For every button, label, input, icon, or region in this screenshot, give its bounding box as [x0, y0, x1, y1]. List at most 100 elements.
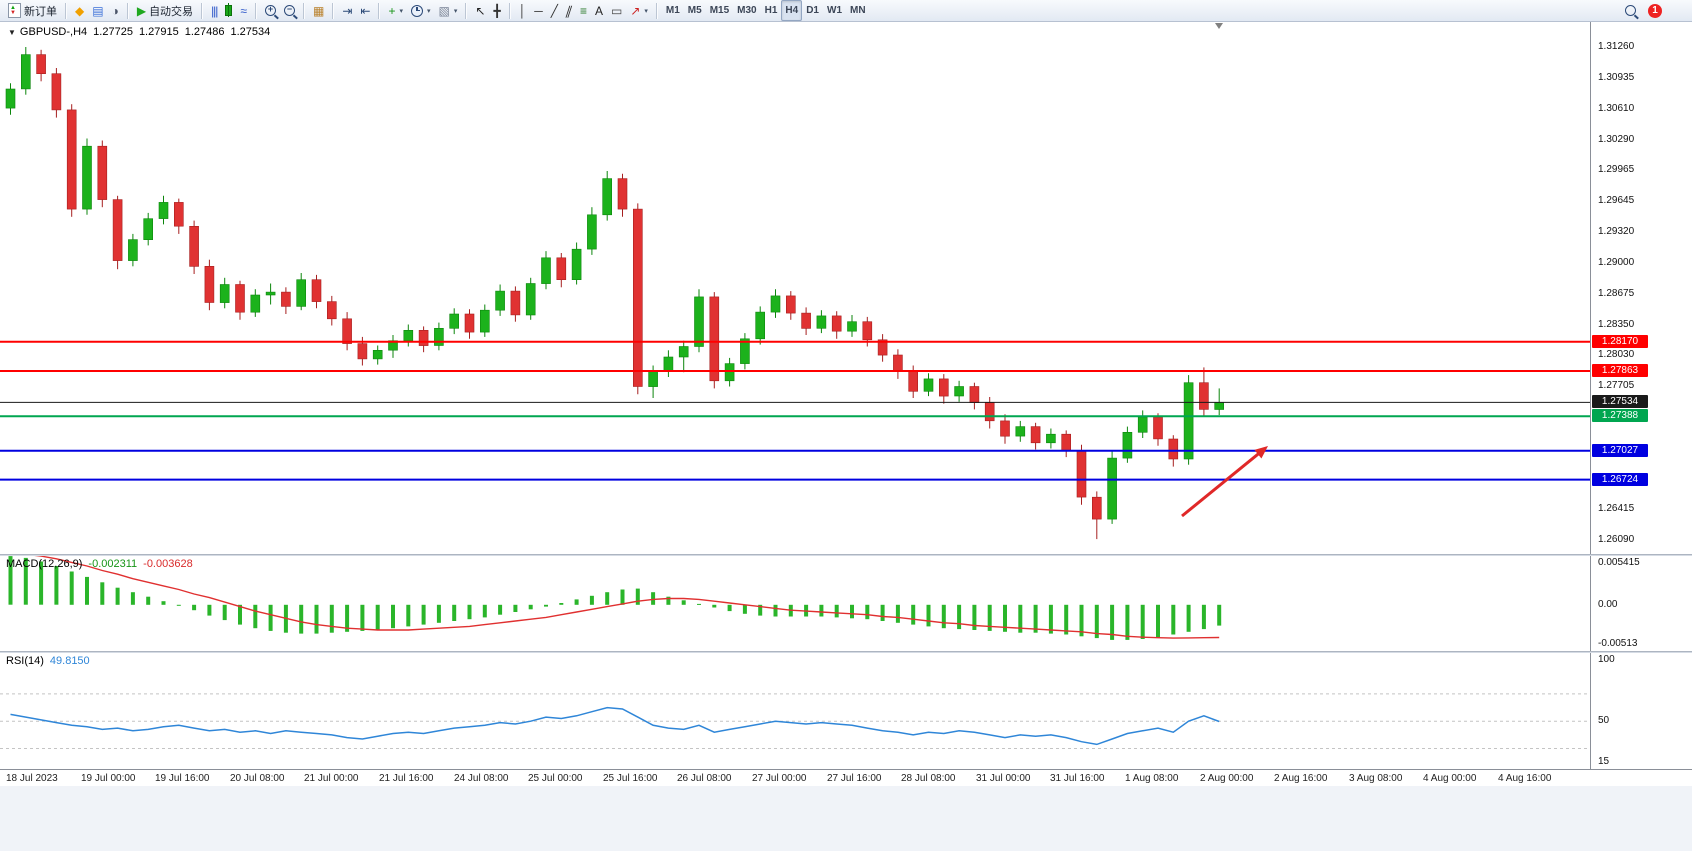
- timeframe-mn-button[interactable]: MN: [846, 1, 870, 20]
- candle: [1015, 426, 1026, 437]
- market-watch-button[interactable]: ▤: [88, 1, 107, 20]
- main-chart-pane[interactable]: ▼ GBPUSD-,H4 1.27725 1.27915 1.27486 1.27534: [0, 22, 1590, 554]
- candle: [1076, 450, 1087, 498]
- tile-windows-button[interactable]: ▦: [309, 1, 328, 20]
- price-tick: 1.28030: [1598, 349, 1635, 360]
- candle: [82, 145, 92, 210]
- label-button[interactable]: ▭: [607, 1, 626, 20]
- candle: [831, 315, 842, 332]
- ohlc-close: 1.27534: [230, 26, 271, 38]
- timeframe-m5-button[interactable]: M5: [684, 1, 706, 20]
- macd-axis-tick: -0.00513: [1598, 638, 1638, 649]
- timeframe-m1-button[interactable]: M1: [662, 1, 684, 20]
- candle: [877, 339, 888, 356]
- candle: [541, 257, 551, 284]
- new-order-button[interactable]: ▲ ▼ 新订单: [4, 1, 61, 20]
- bar-chart-button[interactable]: |||: [207, 1, 221, 20]
- charts-icon: ◆: [75, 3, 85, 18]
- zoom-in-button[interactable]: +: [261, 1, 280, 20]
- window-menu-icon[interactable]: ▼: [8, 28, 16, 37]
- candle: [97, 145, 108, 200]
- price-line-label: 1.26724: [1592, 473, 1648, 486]
- candle: [281, 291, 291, 307]
- timeframe-m1-label: M1: [665, 5, 680, 16]
- notifications-badge[interactable]: 1: [1648, 3, 1662, 18]
- price-tick: 1.26090: [1598, 534, 1635, 545]
- candle-chart-icon: [225, 3, 233, 17]
- candle: [66, 109, 77, 210]
- auto-trading-button[interactable]: ▶ 自动交易: [133, 1, 197, 20]
- charts-button[interactable]: ◆: [71, 1, 88, 20]
- time-axis[interactable]: 18 Jul 2023 19 Jul 00:00 19 Jul 16:00 20 Ju…: [0, 769, 1692, 786]
- rsi-pane[interactable]: RSI(14) 49.8150: [0, 653, 1590, 769]
- periods-button[interactable]: ▾: [407, 1, 435, 20]
- price-axis[interactable]: 1.31260 1.30935 1.30610 1.30290 1.29965 1.296…: [1590, 22, 1692, 554]
- zoom-out-button[interactable]: −: [280, 1, 299, 20]
- price-tick: 1.30935: [1598, 72, 1635, 83]
- candle: [449, 313, 460, 329]
- chart-title: ▼ GBPUSD-,H4 1.27725 1.27915 1.27486 1.27534: [8, 26, 276, 38]
- candle: [219, 284, 230, 303]
- candles-group: [5, 47, 1224, 540]
- arrow-annotation-head: [1254, 446, 1268, 459]
- templates-button[interactable]: ▧ ▾: [435, 1, 462, 20]
- time-tick: 31 Jul 00:00: [976, 773, 1031, 784]
- candle: [571, 248, 582, 280]
- line-chart-icon: ≈: [240, 3, 248, 18]
- timeframe-d1-button[interactable]: D1: [802, 1, 823, 20]
- time-tick: 4 Aug 16:00: [1498, 773, 1552, 784]
- candle: [1046, 433, 1056, 444]
- navigator-button[interactable]: ◑: [108, 1, 123, 20]
- horizontal-line-button[interactable]: ─: [530, 1, 547, 20]
- candle-chart-button[interactable]: [221, 1, 236, 20]
- candle: [893, 354, 903, 372]
- pane-splitter-macd[interactable]: [0, 554, 1692, 556]
- price-tick: 1.29645: [1598, 195, 1635, 206]
- time-tick: 21 Jul 16:00: [379, 773, 434, 784]
- crosshair-button[interactable]: ╋: [489, 1, 504, 20]
- candle: [1061, 433, 1071, 451]
- candle: [755, 311, 766, 340]
- fibonacci-button[interactable]: ≡: [576, 1, 591, 20]
- macd-axis-tick: 0.00: [1598, 599, 1618, 610]
- search-button[interactable]: [1621, 1, 1640, 20]
- dropdown-arrow-icon: ▾: [644, 7, 648, 15]
- macd-name: MACD(12,26,9): [6, 558, 83, 570]
- arrows-button[interactable]: ↗ ▾: [626, 1, 652, 20]
- candlestick-chart[interactable]: [0, 22, 1590, 554]
- candle: [816, 315, 827, 329]
- candle: [709, 296, 720, 382]
- arrows-icon: ↗: [630, 3, 641, 18]
- cursor-button[interactable]: ↖: [471, 1, 489, 20]
- templates-icon: ▧: [438, 3, 450, 18]
- candle: [357, 343, 368, 360]
- timeframe-m15-button[interactable]: M15: [706, 1, 733, 20]
- timeframe-m30-button[interactable]: M30: [733, 1, 760, 20]
- chart-shift-button[interactable]: ⇥: [338, 1, 356, 20]
- macd-signal-value: -0.003628: [143, 558, 193, 570]
- cursor-icon: ↖: [475, 3, 486, 18]
- trendline-button[interactable]: ╱: [547, 1, 562, 20]
- indicators-button[interactable]: + ▾: [384, 1, 407, 20]
- toolbar-separator: [201, 2, 204, 19]
- timeframe-h1-label: H1: [764, 5, 778, 16]
- macd-axis-tick: 0.005415: [1598, 557, 1640, 568]
- arrow-annotation: [1181, 449, 1263, 518]
- text-button[interactable]: A: [591, 1, 607, 20]
- candle: [1092, 496, 1102, 520]
- vertical-line-button[interactable]: │: [515, 1, 531, 20]
- timeframe-h4-button[interactable]: H4: [781, 0, 803, 21]
- channel-button[interactable]: ∥: [562, 1, 576, 20]
- timeframe-h1-button[interactable]: H1: [761, 1, 782, 20]
- navigator-icon: ◑: [111, 3, 119, 18]
- auto-scroll-button[interactable]: ⇤: [356, 1, 374, 20]
- candle: [1107, 457, 1117, 520]
- timeframe-m5-label: M5: [687, 5, 702, 16]
- price-tick: 1.29000: [1598, 257, 1635, 268]
- timeframe-w1-button[interactable]: W1: [823, 1, 846, 20]
- line-chart-button[interactable]: ≈: [236, 1, 251, 20]
- pane-splitter-rsi[interactable]: [0, 651, 1692, 653]
- price-tick: 1.29965: [1598, 164, 1635, 175]
- macd-pane[interactable]: MACD(12,26,9) -0.002311 -0.003628: [0, 556, 1590, 651]
